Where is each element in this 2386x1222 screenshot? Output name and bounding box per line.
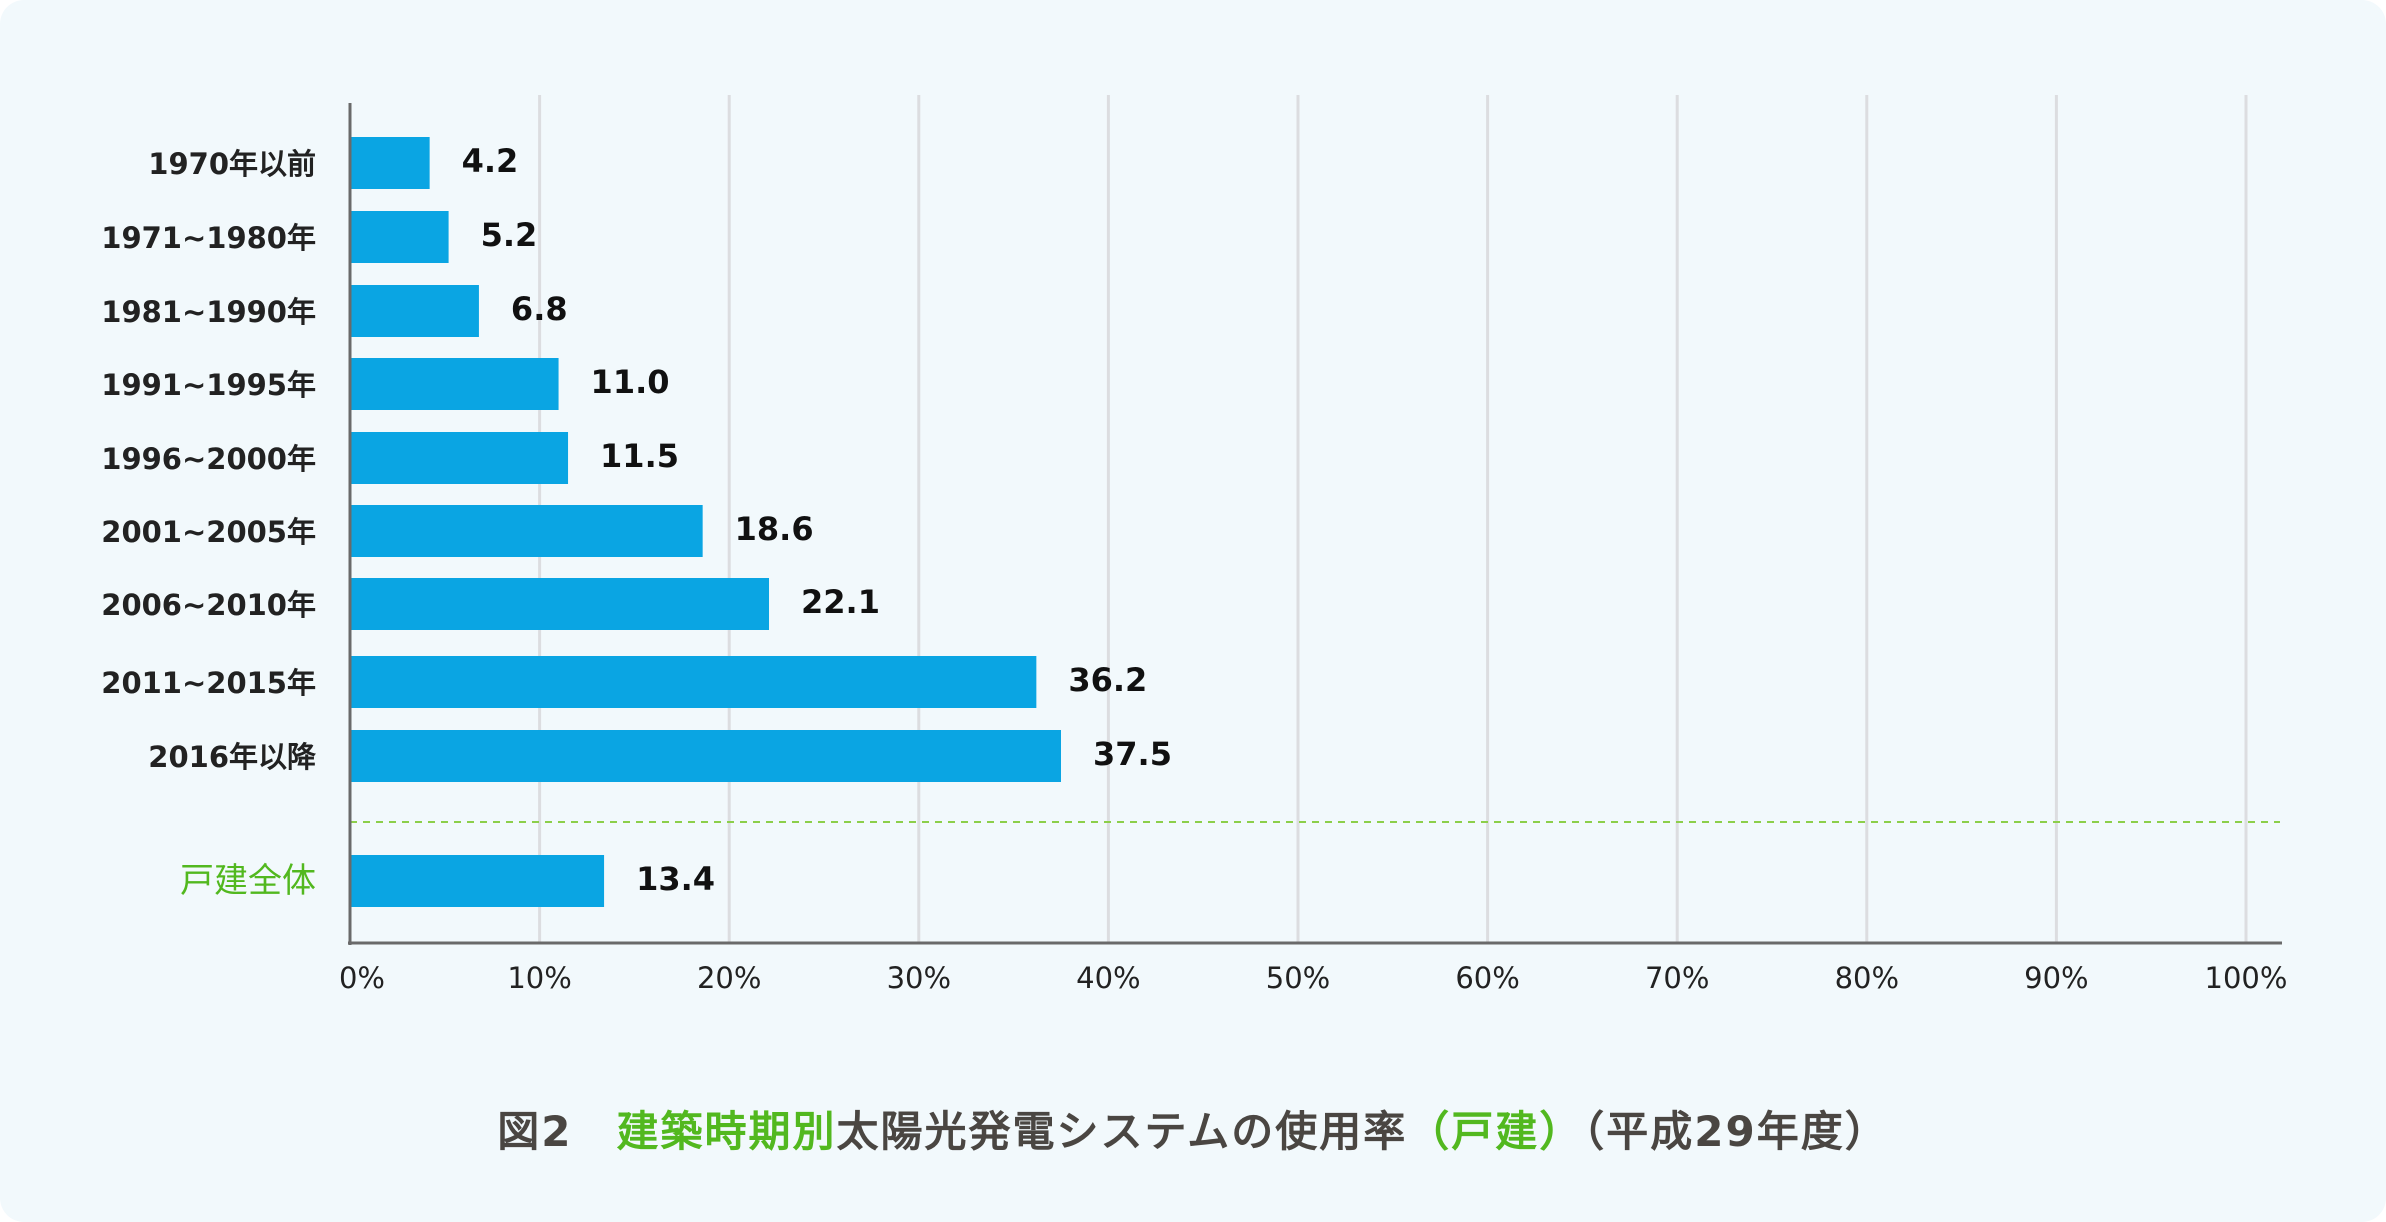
- bar: [350, 855, 605, 907]
- bar: [350, 137, 430, 189]
- category-label: 1991~1995年: [101, 368, 316, 402]
- x-tick-label: 60%: [1455, 961, 1519, 995]
- x-tick-label: 100%: [2205, 961, 2288, 995]
- category-label: 1970年以前: [148, 147, 316, 181]
- x-tick-label: 30%: [887, 961, 951, 995]
- data-label: 13.4: [636, 860, 715, 898]
- x-tick-label: 90%: [2024, 961, 2088, 995]
- category-label: 1981~1990年: [101, 295, 316, 329]
- bar: [350, 285, 479, 337]
- x-tick-label: 0%: [339, 961, 385, 995]
- caption-prefix: 図2: [497, 1107, 617, 1156]
- caption-green-1: 建築時期別: [616, 1107, 837, 1156]
- category-label: 2016年以降: [148, 740, 317, 774]
- category-label: 2006~2010年: [101, 588, 316, 622]
- data-label: 6.8: [511, 290, 568, 328]
- bar: [350, 211, 449, 263]
- data-label: 5.2: [481, 216, 538, 254]
- category-label: 2001~2005年: [101, 515, 316, 549]
- bar: [350, 578, 770, 630]
- data-label: 36.2: [1068, 661, 1147, 699]
- data-label: 11.0: [591, 363, 670, 401]
- bar: [350, 656, 1037, 708]
- data-label: 22.1: [801, 583, 880, 621]
- bar: [350, 730, 1061, 782]
- x-tick-label: 10%: [507, 961, 571, 995]
- data-label: 4.2: [462, 142, 519, 180]
- bar: [350, 358, 559, 410]
- category-label: 1996~2000年: [101, 442, 316, 476]
- category-label: 戸建全体: [180, 861, 316, 901]
- x-tick-label: 50%: [1266, 961, 1330, 995]
- data-label: 18.6: [735, 510, 814, 548]
- chart-caption: 図2 建築時期別太陽光発電システムの使用率（戸建）（平成29年度）: [0, 1098, 2386, 1159]
- caption-middle: 太陽光発電システムの使用率: [836, 1107, 1408, 1156]
- data-label: 37.5: [1093, 735, 1172, 773]
- caption-suffix: （平成29年度）: [1583, 1107, 1889, 1156]
- bar: [350, 432, 569, 484]
- x-tick-label: 80%: [1835, 961, 1899, 995]
- bar: [350, 505, 703, 557]
- x-tick-label: 20%: [697, 961, 761, 995]
- data-label: 11.5: [600, 437, 679, 475]
- category-label: 2011~2015年: [101, 666, 316, 700]
- category-label: 1971~1980年: [101, 221, 316, 255]
- x-tick-label: 70%: [1645, 961, 1709, 995]
- caption-green-2: （戸建）: [1407, 1107, 1584, 1156]
- x-tick-label: 40%: [1076, 961, 1140, 995]
